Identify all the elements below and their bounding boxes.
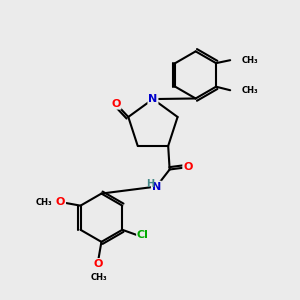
Text: O: O — [56, 197, 65, 207]
Text: H: H — [146, 178, 154, 189]
Text: CH₃: CH₃ — [242, 56, 258, 65]
Text: N: N — [148, 94, 158, 104]
Text: O: O — [111, 99, 121, 109]
Text: N: N — [152, 182, 161, 192]
Text: O: O — [94, 259, 103, 269]
Text: CH₃: CH₃ — [242, 86, 258, 95]
Text: CH₃: CH₃ — [90, 273, 107, 282]
Text: CH₃: CH₃ — [35, 198, 52, 207]
Text: O: O — [183, 162, 193, 172]
Text: Cl: Cl — [137, 230, 149, 240]
